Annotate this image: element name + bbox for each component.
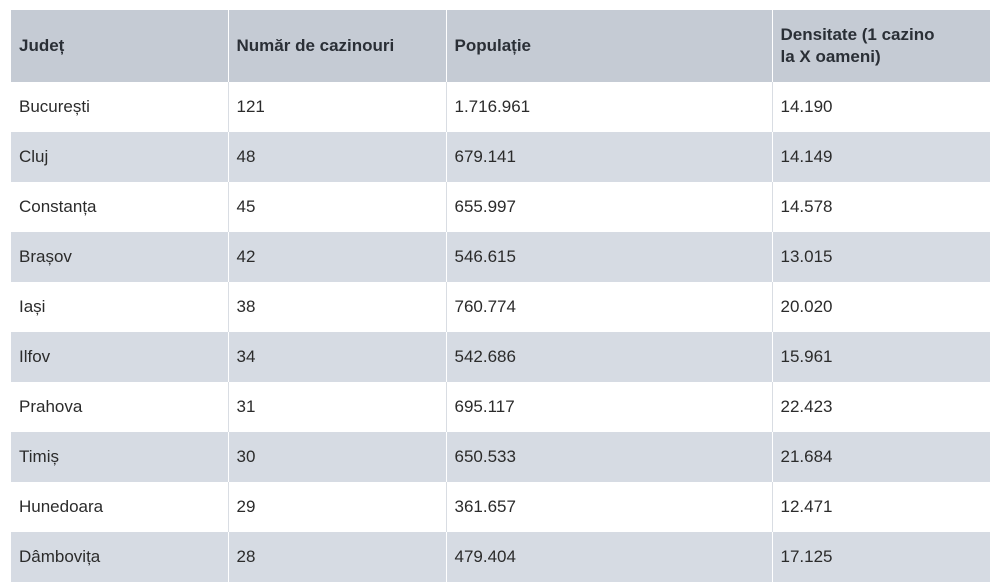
table-cell: 679.141 [445, 132, 772, 182]
table-row: București 121 1.716.961 14.190 [11, 82, 990, 132]
table-cell: 31 [227, 382, 446, 432]
table-row: Cluj 48 679.141 14.149 [11, 132, 990, 182]
table-cell: 48 [227, 132, 446, 182]
table-header: Județ Număr de cazinouri Populație Densitat… [11, 10, 990, 82]
table-cell: 655.997 [445, 182, 772, 232]
table-cell: 546.615 [445, 232, 772, 282]
table-cell: București [19, 97, 90, 116]
table-cell: Ilfov [11, 332, 228, 382]
table-cell: Dâmbovița [11, 532, 228, 582]
table-cell: 30 [227, 432, 446, 482]
table-cell: 12.471 [771, 482, 990, 532]
table-cell: 650.533 [445, 432, 772, 482]
table-cell: 1.716.961 [445, 82, 772, 132]
table-cell: 29 [227, 482, 446, 532]
table-body: București 121 1.716.961 14.190 Cluj 48 679.141… [11, 82, 990, 582]
table-cell: 121 [227, 82, 446, 132]
table-cell: 14.578 [771, 182, 990, 232]
table-cell: Brașov [11, 232, 228, 282]
table-cell: Prahova [19, 397, 83, 416]
table-cell: Cluj [11, 132, 228, 182]
table-cell: 38 [227, 282, 446, 332]
table-cell: 13.015 [771, 232, 990, 282]
table-cell: 17.125 [771, 532, 990, 582]
header-cell: Densitate (1 cazino la X oameni) [771, 10, 990, 82]
table-cell: Constanța [19, 197, 97, 216]
table-cell: 14.149 [771, 132, 990, 182]
table-cell: 479.404 [445, 532, 772, 582]
table-cell: 15.961 [771, 332, 990, 382]
table-cell: 760.774 [445, 282, 772, 332]
header-row: Județ Număr de cazinouri Populație Densitat… [11, 10, 990, 82]
header-cell: Număr de cazinouri [227, 10, 446, 82]
table-cell: 14.190 [771, 82, 990, 132]
table-row: Brașov 42 546.615 13.015 [11, 232, 990, 282]
table-cell: 21.684 [771, 432, 990, 482]
table-cell: 22.423 [771, 382, 990, 432]
table-cell: 695.117 [445, 382, 772, 432]
table-cell: 34 [227, 332, 446, 382]
table-row: Dâmbovița 28 479.404 17.125 [11, 532, 990, 582]
table-cell: 45 [227, 182, 446, 232]
table-cell: Iași [19, 297, 46, 316]
table-cell: 542.686 [445, 332, 772, 382]
table-cell: 28 [227, 532, 446, 582]
table-cell: Timiș [11, 432, 228, 482]
table-cell: 42 [227, 232, 446, 282]
table-cell: 20.020 [771, 282, 990, 332]
table-row: Hunedoara 29 361.657 12.471 [11, 482, 990, 532]
table-row: Prahova 31 695.117 22.423 [11, 382, 990, 432]
header-cell: Județ [11, 10, 228, 82]
table-row: Ilfov 34 542.686 15.961 [11, 332, 990, 382]
table-row: Constanța 45 655.997 14.578 [11, 182, 990, 232]
header-cell: Populație [445, 10, 772, 82]
table-cell: 361.657 [445, 482, 772, 532]
table-row: Timiș 30 650.533 21.684 [11, 432, 990, 482]
table-row: Iași 38 760.774 20.020 [11, 282, 990, 332]
table-cell: Hunedoara [19, 497, 104, 516]
casino-table: Județ Număr de cazinouri Populație Densitat… [11, 10, 990, 582]
